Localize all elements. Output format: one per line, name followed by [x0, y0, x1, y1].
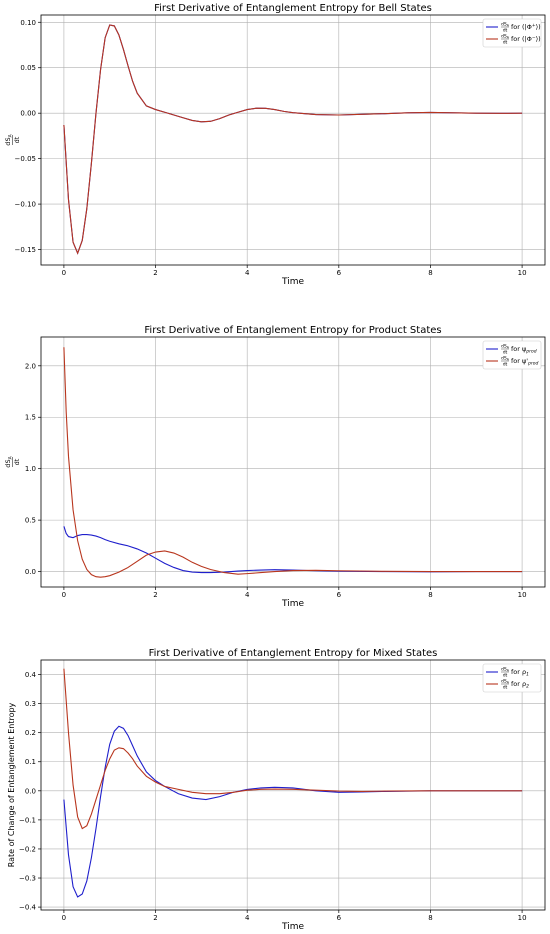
legend-fraction-denominator: dt: [503, 685, 508, 691]
y-axis-label-denominator: dt: [13, 458, 21, 465]
x-tick-label: 6: [337, 269, 342, 277]
x-tick-label: 2: [153, 914, 157, 922]
x-tick-label: 6: [337, 914, 342, 922]
y-axis-label-denominator: dt: [13, 136, 21, 143]
y-tick-label: −0.15: [15, 246, 36, 254]
legend-label-2: for (|Φ−⟩): [511, 35, 541, 43]
x-tick-label: 8: [428, 269, 432, 277]
x-tick-label: 10: [518, 914, 527, 922]
legend-box: [482, 18, 542, 48]
x-tick-label: 8: [428, 914, 432, 922]
y-tick-label: −0.2: [19, 845, 36, 853]
x-axis-label: Time: [281, 277, 304, 287]
y-tick-label: −0.3: [19, 875, 36, 883]
legend-fraction-numerator: dSA: [501, 22, 510, 28]
x-tick-label: 4: [245, 269, 250, 277]
legend-fraction-numerator: dSA: [501, 34, 510, 40]
y-axis-label-numerator: dSA: [4, 133, 14, 145]
y-tick-label: 0.10: [20, 19, 36, 27]
chart-2: First Derivative of Entanglement Entropy…: [4, 325, 546, 609]
x-tick-label: 2: [153, 269, 157, 277]
y-tick-label: 2.0: [25, 362, 36, 370]
y-tick-label: 0.4: [25, 671, 37, 679]
legend-fraction-numerator: dSA: [501, 679, 510, 685]
legend-fraction-denominator: dt: [503, 40, 508, 46]
x-tick-label: 2: [153, 591, 157, 599]
legend-box: [482, 340, 542, 370]
chart-title: First Derivative of Entanglement Entropy…: [144, 325, 441, 336]
legend-label-1: for ψprod: [511, 345, 537, 355]
legend-fraction-numerator: dSA: [501, 356, 510, 362]
legend-fraction-denominator: dt: [503, 28, 508, 34]
y-tick-label: 1.0: [25, 465, 36, 473]
x-axis-label: Time: [281, 599, 304, 609]
x-tick-label: 8: [428, 591, 432, 599]
y-tick-label: −0.1: [19, 816, 36, 824]
legend-label-1: for ρ1: [511, 668, 529, 678]
y-axis-label-numerator: dSA: [4, 455, 14, 467]
legend-fraction-numerator: dSA: [501, 344, 510, 350]
x-tick-label: 10: [518, 269, 527, 277]
y-tick-label: −0.4: [19, 904, 37, 912]
series-line-2: [63, 668, 523, 830]
series-line-1: [63, 725, 523, 898]
x-tick-label: 4: [245, 591, 250, 599]
legend-box: [482, 663, 542, 693]
y-tick-label: 0.2: [25, 729, 36, 737]
y-tick-label: 0.05: [20, 64, 36, 72]
y-tick-label: 1.5: [25, 414, 36, 422]
y-axis-label: Rate of Change of Entanglement Entropy: [7, 702, 16, 867]
legend-label-2: for ψ'prod: [511, 357, 539, 367]
legend-fraction-denominator: dt: [503, 673, 508, 679]
legend-fraction-denominator: dt: [503, 362, 508, 368]
x-tick-label: 0: [62, 269, 66, 277]
x-tick-label: 0: [62, 914, 66, 922]
x-tick-label: 4: [245, 914, 250, 922]
series-line-2: [63, 347, 523, 578]
plot-frame: [40, 336, 546, 588]
y-tick-label: 0.1: [25, 758, 36, 766]
y-tick-label: −0.05: [15, 155, 36, 163]
y-tick-label: 0.3: [25, 700, 36, 708]
chart-title: First Derivative of Entanglement Entropy…: [149, 648, 438, 659]
chart-3: First Derivative of Entanglement Entropy…: [7, 648, 546, 932]
x-tick-label: 10: [518, 591, 527, 599]
chart-1: First Derivative of Entanglement Entropy…: [4, 3, 546, 287]
plot-frame: [40, 14, 546, 266]
y-tick-label: 0.0: [25, 787, 36, 795]
x-axis-label: Time: [281, 922, 304, 932]
legend-label-2: for ρ2: [511, 680, 529, 690]
legend-fraction-numerator: dSA: [501, 667, 510, 673]
series-line-2: [63, 24, 523, 255]
y-tick-label: 0.0: [25, 568, 36, 576]
chart-title: First Derivative of Entanglement Entropy…: [154, 3, 432, 14]
legend-fraction-denominator: dt: [503, 350, 508, 356]
plot-frame: [40, 659, 546, 911]
legend-label-1: for (|Φ+⟩): [511, 23, 541, 32]
y-tick-label: 0.5: [25, 517, 36, 525]
x-tick-label: 6: [337, 591, 342, 599]
y-tick-label: 0.00: [20, 110, 36, 118]
y-tick-label: −0.10: [15, 201, 36, 209]
x-tick-label: 0: [62, 591, 66, 599]
